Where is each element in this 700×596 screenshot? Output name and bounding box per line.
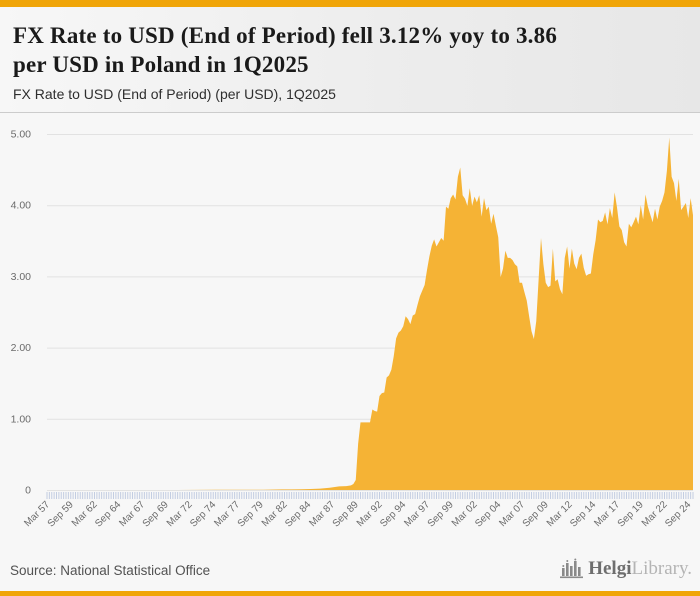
bar-chart-logo-icon — [560, 558, 584, 579]
x-axis-label: Sep 14 — [568, 499, 598, 529]
y-axis-label: 1.00 — [11, 413, 32, 425]
page-title: FX Rate to USD (End of Period) fell 3.12… — [13, 21, 686, 79]
x-axis-label: Sep 94 — [378, 499, 408, 529]
page-title-line1: FX Rate to USD (End of Period) fell 3.12… — [13, 23, 558, 48]
y-axis-labels: 5.00 4.00 3.00 2.00 1.00 0 — [11, 129, 32, 497]
x-axis-label: Sep 79 — [236, 499, 266, 529]
page-title-line2: per USD in Poland in 1Q2025 — [13, 52, 309, 77]
x-axis-label: Sep 19 — [616, 499, 646, 529]
quarter-ticks — [46, 492, 694, 499]
source-text: Source: National Statistical Office — [10, 563, 211, 578]
fx-rate-area-chart: 5.00 4.00 3.00 2.00 1.00 0 Mar 57 Sep 59 Mar 62 S… — [0, 113, 700, 545]
chart-footer: Source: National Statistical Office Helg… — [0, 556, 700, 591]
x-axis-label: Sep 74 — [188, 499, 218, 529]
x-axis-label: Sep 24 — [663, 499, 693, 529]
x-axis-label: Sep 89 — [331, 499, 361, 529]
y-axis-label: 5.00 — [11, 129, 32, 141]
page-subtitle: FX Rate to USD (End of Period) (per USD)… — [13, 86, 336, 102]
top-accent-bar — [0, 0, 700, 7]
brand-library: Library. — [631, 558, 693, 579]
page-header: FX Rate to USD (End of Period) fell 3.12… — [0, 7, 700, 113]
bottom-accent-bar — [0, 591, 700, 596]
x-axis-label: Sep 04 — [473, 499, 503, 529]
y-axis-label: 0 — [25, 485, 31, 497]
x-axis-label: Sep 09 — [521, 499, 551, 529]
x-axis-label: Sep 64 — [93, 499, 123, 529]
x-axis-label: Sep 59 — [46, 499, 76, 529]
area-series-fx-rate — [47, 137, 693, 490]
y-axis-label: 3.00 — [11, 271, 32, 283]
x-axis-label: Sep 99 — [426, 499, 456, 529]
x-axis-label: Sep 69 — [141, 499, 171, 529]
y-axis-label: 4.00 — [11, 200, 32, 212]
brand-helgi: Helgi — [588, 558, 632, 579]
y-axis-label: 2.00 — [11, 342, 32, 354]
helgi-library-logo: Helgi Library. — [560, 558, 692, 580]
gridlines — [47, 134, 693, 491]
x-axis-label: Sep 84 — [283, 499, 313, 529]
